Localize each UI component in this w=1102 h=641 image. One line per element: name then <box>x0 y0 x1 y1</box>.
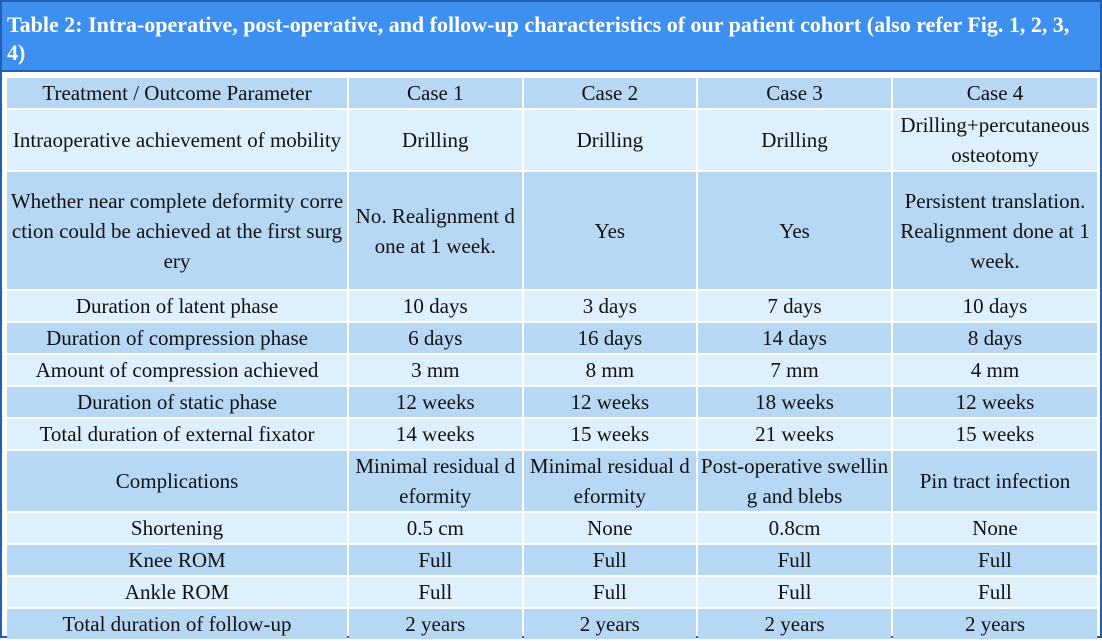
table-cell: 2 years <box>892 609 1097 639</box>
table-cell: 2 years <box>349 609 522 639</box>
header-cell-parameter: Treatment / Outcome Parameter <box>7 78 348 108</box>
table-cell: 16 days <box>523 323 697 353</box>
row-label: Whether near complete deformity correcti… <box>7 172 348 289</box>
table-caption: Table 2: Intra-operative, post-operative… <box>2 2 1100 72</box>
table-row: Duration of static phase 12 weeks 12 wee… <box>7 387 1097 417</box>
header-cell-case-3: Case 3 <box>698 78 891 108</box>
table-cell: 21 weeks <box>698 419 891 449</box>
row-label: Knee ROM <box>7 545 348 575</box>
table-row: Ankle ROM Full Full Full Full <box>7 577 1097 607</box>
header-cell-case-1: Case 1 <box>349 78 522 108</box>
header-cell-case-4: Case 4 <box>892 78 1097 108</box>
table-row: Total duration of external fixator 14 we… <box>7 419 1097 449</box>
table-cell: 15 weeks <box>523 419 697 449</box>
table-cell: 14 weeks <box>349 419 522 449</box>
table-header-row: Treatment / Outcome Parameter Case 1 Cas… <box>7 78 1097 108</box>
table-row: Duration of compression phase 6 days 16 … <box>7 323 1097 353</box>
table-row: Whether near complete deformity correcti… <box>7 172 1097 289</box>
table-cell: 8 days <box>892 323 1097 353</box>
table-cell: Full <box>892 577 1097 607</box>
table-cell: Pin tract infection <box>892 451 1097 511</box>
table-cell: 0.8cm <box>698 513 891 543</box>
row-label: Total duration of external fixator <box>7 419 348 449</box>
table-cell: 4 mm <box>892 355 1097 385</box>
table-cell: None <box>523 513 697 543</box>
characteristics-table: Treatment / Outcome Parameter Case 1 Cas… <box>5 76 1099 641</box>
table-cell: Post-operative swelling and blebs <box>698 451 891 511</box>
table-cell: None <box>892 513 1097 543</box>
table-cell: 3 days <box>523 291 697 321</box>
row-label: Duration of latent phase <box>7 291 348 321</box>
row-label: Shortening <box>7 513 348 543</box>
table-cell: Drilling <box>349 110 522 170</box>
row-label: Total duration of follow-up <box>7 609 348 639</box>
table-cell: Yes <box>523 172 697 289</box>
table-cell: 2 years <box>698 609 891 639</box>
table-cell: 6 days <box>349 323 522 353</box>
table-cell: No. Realignment done at 1 week. <box>349 172 522 289</box>
header-cell-case-2: Case 2 <box>523 78 697 108</box>
table-row: Total duration of follow-up 2 years 2 ye… <box>7 609 1097 639</box>
table-cell: Full <box>349 545 522 575</box>
row-label: Intraoperative achievement of mobility <box>7 110 348 170</box>
table-cell: Minimal residual deformity <box>349 451 522 511</box>
table-cell: 14 days <box>698 323 891 353</box>
table-cell: Full <box>698 577 891 607</box>
table-row: Knee ROM Full Full Full Full <box>7 545 1097 575</box>
table-cell: 0.5 cm <box>349 513 522 543</box>
table-cell: 12 weeks <box>892 387 1097 417</box>
table-cell: Yes <box>698 172 891 289</box>
row-label: Duration of compression phase <box>7 323 348 353</box>
row-label: Duration of static phase <box>7 387 348 417</box>
table-cell: 15 weeks <box>892 419 1097 449</box>
row-label: Ankle ROM <box>7 577 348 607</box>
row-label: Amount of compression achieved <box>7 355 348 385</box>
table-cell: Full <box>523 577 697 607</box>
table-cell: 12 weeks <box>523 387 697 417</box>
table-row: Amount of compression achieved 3 mm 8 mm… <box>7 355 1097 385</box>
table-cell: 8 mm <box>523 355 697 385</box>
table-cell: Full <box>698 545 891 575</box>
table-cell: 7 mm <box>698 355 891 385</box>
table-cell: 2 years <box>523 609 697 639</box>
table-cell: Minimal residual deformity <box>523 451 697 511</box>
table-cell: Drilling+percutaneous osteotomy <box>892 110 1097 170</box>
table-cell: 10 days <box>349 291 522 321</box>
table-cell: 18 weeks <box>698 387 891 417</box>
row-label: Complications <box>7 451 348 511</box>
table-cell: 12 weeks <box>349 387 522 417</box>
table-cell: Drilling <box>698 110 891 170</box>
table-cell: 3 mm <box>349 355 522 385</box>
table-cell: Full <box>349 577 522 607</box>
table-row: Shortening 0.5 cm None 0.8cm None <box>7 513 1097 543</box>
table-cell: 7 days <box>698 291 891 321</box>
table-cell: Persistent translation. Realignment done… <box>892 172 1097 289</box>
table-row: Intraoperative achievement of mobility D… <box>7 110 1097 170</box>
table-row: Complications Minimal residual deformity… <box>7 451 1097 511</box>
table-row: Duration of latent phase 10 days 3 days … <box>7 291 1097 321</box>
table-cell: Drilling <box>523 110 697 170</box>
table-cell: Full <box>523 545 697 575</box>
table-cell: Full <box>892 545 1097 575</box>
table-cell: 10 days <box>892 291 1097 321</box>
